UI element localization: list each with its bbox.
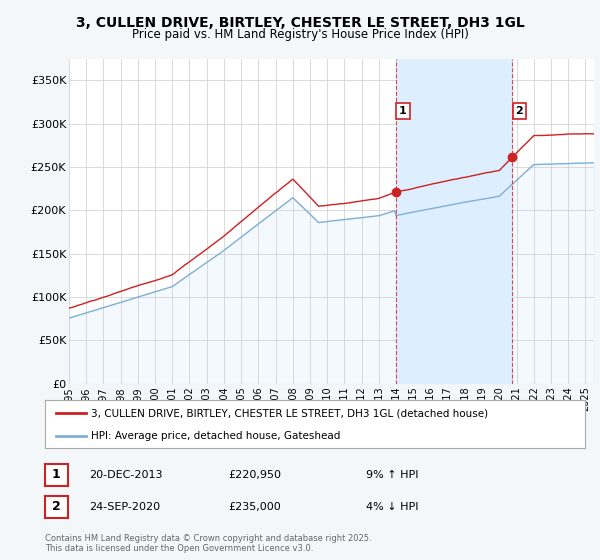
Text: 1: 1 xyxy=(52,468,61,482)
Text: 4% ↓ HPI: 4% ↓ HPI xyxy=(366,502,419,512)
Text: 2: 2 xyxy=(515,106,523,116)
Text: Contains HM Land Registry data © Crown copyright and database right 2025.
This d: Contains HM Land Registry data © Crown c… xyxy=(45,534,371,553)
Text: Price paid vs. HM Land Registry's House Price Index (HPI): Price paid vs. HM Land Registry's House … xyxy=(131,28,469,41)
Text: HPI: Average price, detached house, Gateshead: HPI: Average price, detached house, Gate… xyxy=(91,431,340,441)
Text: 2: 2 xyxy=(52,500,61,514)
Text: 9% ↑ HPI: 9% ↑ HPI xyxy=(366,470,419,480)
Text: 20-DEC-2013: 20-DEC-2013 xyxy=(89,470,162,480)
Text: 24-SEP-2020: 24-SEP-2020 xyxy=(89,502,160,512)
Text: £235,000: £235,000 xyxy=(228,502,281,512)
Bar xyxy=(395,59,512,384)
Text: 3, CULLEN DRIVE, BIRTLEY, CHESTER LE STREET, DH3 1GL: 3, CULLEN DRIVE, BIRTLEY, CHESTER LE STR… xyxy=(76,16,524,30)
Text: 3, CULLEN DRIVE, BIRTLEY, CHESTER LE STREET, DH3 1GL (detached house): 3, CULLEN DRIVE, BIRTLEY, CHESTER LE STR… xyxy=(91,408,488,418)
Text: £220,950: £220,950 xyxy=(228,470,281,480)
Text: 1: 1 xyxy=(399,106,407,116)
